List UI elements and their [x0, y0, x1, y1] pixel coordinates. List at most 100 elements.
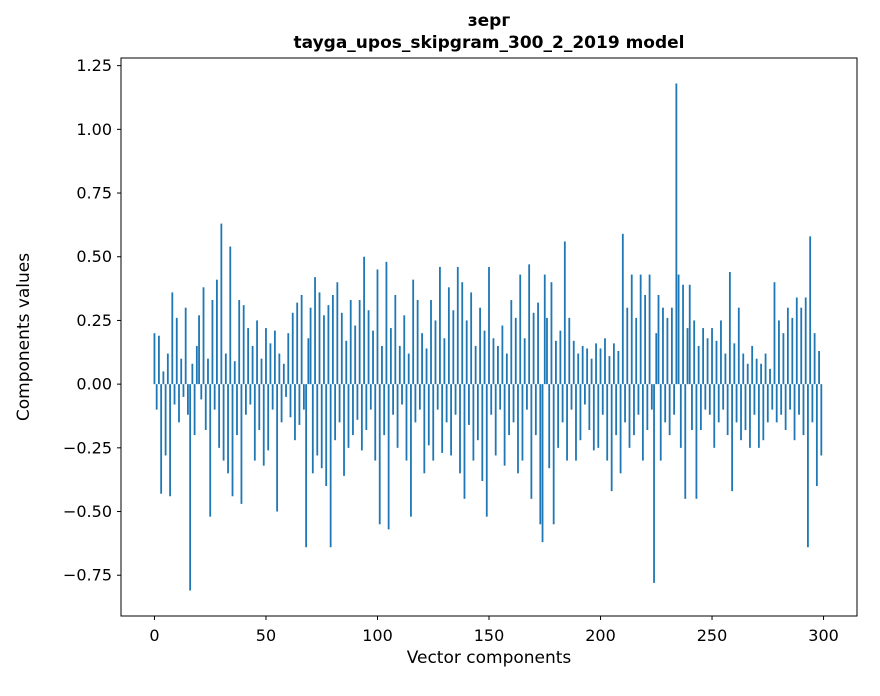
bar — [728, 272, 731, 385]
bar — [655, 333, 658, 385]
bar — [220, 223, 223, 385]
bar — [436, 384, 439, 410]
bar — [552, 384, 555, 525]
bar — [488, 266, 490, 385]
chart-title-block: зерг tayga_upos_skipgram_300_2_2019 mode… — [121, 10, 857, 54]
bar — [784, 384, 787, 430]
bar — [679, 384, 682, 448]
bar — [762, 384, 765, 441]
bar — [389, 328, 392, 385]
bar — [247, 328, 250, 385]
bar — [713, 384, 716, 448]
bar — [699, 384, 702, 430]
bar — [508, 384, 510, 436]
bar — [639, 274, 642, 385]
bar — [686, 328, 689, 385]
bar — [717, 384, 720, 423]
y-tick-label: 0.75 — [76, 184, 112, 203]
x-tick-label: 250 — [697, 626, 728, 645]
bar — [688, 284, 691, 385]
bar — [327, 305, 330, 385]
bar — [434, 320, 437, 385]
bar — [737, 307, 740, 385]
bar — [166, 353, 169, 385]
bar — [200, 384, 203, 400]
bar — [211, 300, 214, 385]
bar — [633, 384, 635, 436]
bar — [407, 353, 410, 385]
bar — [771, 384, 774, 410]
y-tick-label: 0.50 — [76, 247, 112, 266]
bar — [570, 384, 573, 410]
y-tick-label: −0.50 — [63, 502, 112, 521]
bar — [809, 236, 812, 385]
bar — [441, 384, 444, 453]
bar — [356, 384, 359, 420]
bar — [158, 335, 160, 385]
bar — [613, 343, 615, 385]
bar — [349, 300, 352, 385]
bar — [751, 345, 754, 385]
bar — [546, 317, 548, 385]
bar — [557, 384, 560, 448]
bar — [347, 384, 350, 448]
bar — [548, 384, 551, 469]
bar — [459, 384, 461, 474]
bar — [316, 384, 319, 456]
axes-frame — [120, 57, 858, 617]
bar — [251, 345, 254, 385]
bar — [162, 371, 165, 385]
bar — [418, 384, 421, 410]
bar — [659, 384, 662, 461]
bar — [789, 384, 791, 410]
bar — [543, 274, 546, 385]
bar — [465, 320, 468, 385]
bar — [456, 266, 459, 385]
bar — [447, 287, 450, 385]
bar — [733, 343, 736, 385]
x-tick-label: 50 — [256, 626, 276, 645]
bar — [775, 384, 778, 423]
bar — [724, 353, 727, 385]
bar — [798, 384, 800, 415]
bar — [568, 317, 571, 385]
bar — [646, 384, 649, 430]
bar — [521, 384, 524, 461]
bar — [323, 315, 325, 385]
bar — [385, 261, 388, 385]
bar — [372, 330, 374, 385]
bar — [410, 384, 412, 517]
bar — [534, 384, 537, 436]
bar — [204, 384, 207, 430]
bar — [405, 384, 408, 461]
bar — [265, 328, 267, 385]
bar — [354, 325, 357, 385]
bar — [675, 83, 678, 385]
bar — [811, 384, 814, 423]
bar — [401, 384, 403, 405]
bar — [492, 338, 495, 385]
bar — [630, 274, 633, 385]
bar — [697, 345, 700, 385]
bar — [468, 384, 470, 425]
bar — [590, 358, 593, 385]
y-tick-label: 1.00 — [76, 120, 112, 139]
bar — [207, 358, 209, 385]
bar — [539, 384, 542, 525]
bar — [626, 307, 629, 385]
bar — [664, 384, 667, 423]
bar — [245, 384, 247, 415]
bar — [443, 338, 446, 385]
bar — [791, 317, 794, 385]
x-tick-label: 300 — [808, 626, 839, 645]
bar — [592, 384, 595, 451]
bar — [318, 292, 321, 385]
bar — [807, 384, 809, 548]
bar — [309, 307, 312, 385]
bar — [566, 384, 568, 461]
bar — [340, 312, 343, 385]
bar — [780, 384, 783, 415]
bar — [490, 384, 493, 415]
bar — [236, 384, 238, 436]
bar — [606, 384, 609, 461]
